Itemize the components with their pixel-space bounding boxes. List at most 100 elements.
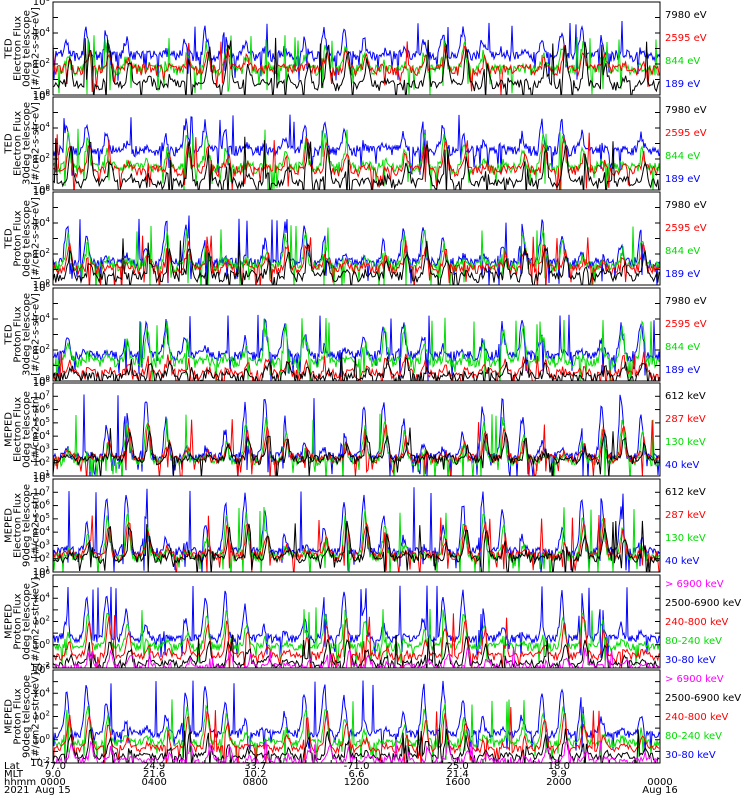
- y-tick-label: 108: [33, 376, 50, 389]
- legend-entry: 2500-6900 keV: [665, 693, 741, 704]
- series-blue: [53, 20, 660, 81]
- y-tick-label: 106: [33, 90, 51, 103]
- x-tick-hhmm: 0800: [243, 777, 268, 788]
- legend-entry: 130 keV: [665, 533, 706, 544]
- legend-entry: 2595 eV: [665, 128, 707, 139]
- legend-entry: 189 eV: [665, 365, 700, 376]
- y-tick-label: 102: [33, 343, 50, 356]
- y-axis-label: TEDElectron Flux0deg telescope[#/cm2-s-s…: [4, 7, 42, 90]
- x-tick-date: Aug 15: [35, 785, 70, 796]
- legend-entry: 844 eV: [665, 56, 700, 67]
- y-tick-label: 100: [33, 638, 50, 651]
- y-tick-label: 102: [33, 710, 50, 723]
- y-tick-label: 104: [33, 26, 51, 39]
- y-tick-label: 106: [33, 185, 51, 198]
- series-green: [53, 699, 660, 762]
- series-red: [53, 419, 660, 476]
- legend-entry: 189 eV: [665, 269, 700, 280]
- y-tick-label: 104: [33, 591, 51, 604]
- series-red: [53, 41, 660, 95]
- y-tick-label: 106: [33, 663, 51, 676]
- legend-entry: 7980 eV: [665, 10, 707, 21]
- x-tick-hhmm: 2000: [546, 777, 571, 788]
- plot-frame: [52, 478, 661, 573]
- y-tick-label: 102: [33, 615, 50, 628]
- series-blue: [53, 585, 660, 658]
- x-tick-lat: 18.0: [548, 761, 570, 772]
- series-red: [53, 235, 660, 285]
- y-tick-label: 105: [33, 416, 50, 429]
- y-tick-label: 102: [33, 247, 50, 260]
- y-tick-label: 104: [33, 312, 51, 325]
- legend-entry: 612 keV: [665, 391, 706, 402]
- y-axis-label: MEPEDElectron Flux90deg telescope[#/cm2-…: [4, 484, 42, 567]
- y-tick-label: 106: [33, 281, 51, 294]
- y-tick-label: 108: [33, 472, 50, 485]
- legend-entry: 189 eV: [665, 79, 700, 90]
- legend-entry: 130 keV: [665, 437, 706, 448]
- y-tick-label: 102: [33, 456, 50, 469]
- y-tick-label: 10-2: [30, 756, 50, 769]
- y-tick-label: 100: [33, 733, 50, 746]
- series-black: [53, 238, 660, 285]
- traces: [53, 680, 660, 763]
- y-tick-label: 104: [33, 686, 51, 699]
- y-axis-label: MEPEDProton Flux90deg telescope[#/cm2-s-…: [4, 672, 42, 760]
- x-tick-hhmm: 1200: [344, 777, 369, 788]
- x-tick-lat: 25.0: [447, 761, 469, 772]
- traces: [53, 314, 660, 381]
- x-row-label-hhmm: hhmm: [4, 777, 36, 788]
- y-tick-label: 104: [33, 525, 51, 538]
- series-black: [53, 352, 660, 381]
- legend-entry: > 6900 keV: [665, 579, 724, 590]
- x-tick-mlt: 10.2: [244, 769, 266, 780]
- y-tick-label: 104: [33, 216, 51, 229]
- traces: [53, 215, 660, 285]
- series-green: [53, 128, 660, 190]
- x-tick-hhmm: 0000: [40, 777, 65, 788]
- y-axis-label: TEDElectron Flux30deg telescope[#/cm2-s-…: [4, 102, 42, 185]
- legend-entry: 287 keV: [665, 510, 706, 521]
- legend-entry: 844 eV: [665, 246, 700, 257]
- x-tick-mlt: 9.9: [551, 769, 567, 780]
- x-tick-hhmm: 0400: [141, 777, 166, 788]
- y-tick-label: 100: [33, 183, 50, 196]
- legend-entry: 287 keV: [665, 414, 706, 425]
- legend-entry: 80-240 keV: [665, 636, 722, 647]
- legend-entry: 612 keV: [665, 487, 706, 498]
- series-blue: [53, 114, 660, 176]
- x-tick-hhmm: 1600: [445, 777, 470, 788]
- traces: [53, 20, 660, 95]
- y-tick-label: 103: [33, 442, 50, 455]
- y-tick-label: 102: [33, 152, 50, 165]
- legend-entry: 7980 eV: [665, 296, 707, 307]
- legend-entry: 240-800 keV: [665, 617, 729, 628]
- y-tick-label: 102: [33, 57, 50, 70]
- y-tick-label: 107: [33, 485, 50, 498]
- legend-entry: 2595 eV: [665, 223, 707, 234]
- y-tick-label: 103: [33, 538, 50, 551]
- legend-entry: 240-800 keV: [665, 712, 729, 723]
- y-tick-label: 104: [33, 429, 51, 442]
- plot-frame: [52, 382, 661, 477]
- x-tick-mlt: 9.0: [45, 769, 61, 780]
- series-black: [53, 37, 660, 95]
- x-tick-lat: -77.0: [40, 761, 66, 772]
- x-tick-lat: 33.7: [244, 761, 266, 772]
- y-tick-label: 101: [33, 565, 50, 578]
- series-red: [53, 706, 660, 763]
- y-axis-label: MEPEDElectron Flux0deg telescope[#/cm2-s…: [4, 391, 42, 468]
- x-tick-date: Aug 16: [642, 785, 677, 796]
- legend-entry: 2595 eV: [665, 319, 707, 330]
- series-green: [53, 607, 660, 668]
- legend-entry: 30-80 keV: [665, 655, 716, 666]
- legend-entry: 80-240 keV: [665, 731, 722, 742]
